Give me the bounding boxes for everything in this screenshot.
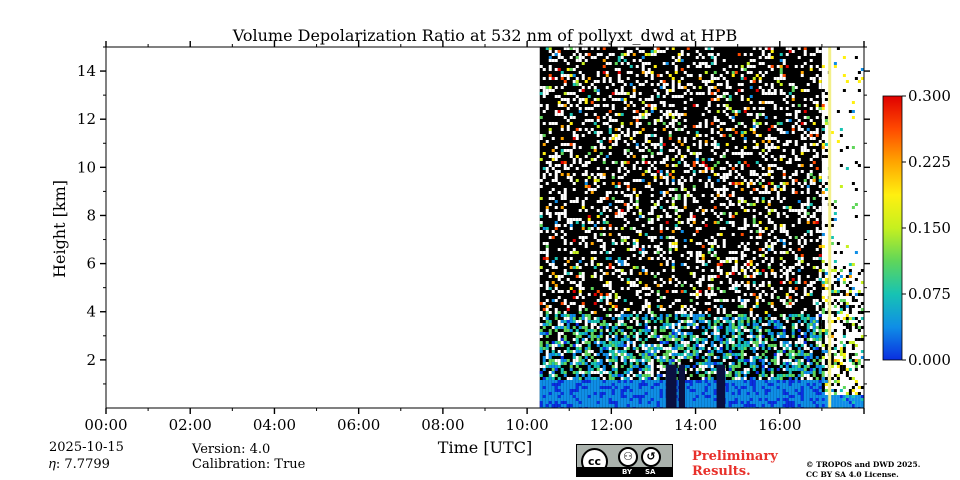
chart-title: Volume Depolarization Ratio at 532 nm of… (232, 26, 738, 45)
colorbar-tick-label: 0.225 (908, 153, 951, 171)
colorbar-tick-label: 0.300 (908, 87, 951, 105)
preliminary-label-2: Results. (692, 464, 751, 479)
colorbar-ticks: 0.300 0.225 0.150 0.075 0.000 (902, 87, 951, 369)
footer-version: Version: 4.0 (192, 442, 271, 457)
x-tick-label: 12:00 (590, 416, 633, 434)
x-axis-label: Time [UTC] (438, 438, 532, 457)
colorbar (882, 95, 903, 361)
cc-license-badge: cc ⚇ ↺ BY SA (576, 444, 673, 477)
copyright-line-2: CC BY SA 4.0 License. (806, 470, 899, 479)
cc-by-person-icon: ⚇ (618, 447, 638, 467)
x-tick-label: 14:00 (674, 416, 717, 434)
x-tick-label: 02:00 (169, 416, 212, 434)
heatmap-layer (539, 47, 864, 408)
cc-sa-label: SA (645, 468, 656, 476)
footer-eta: 𝜂: 7.7799 (49, 457, 110, 472)
colorbar-tick-label: 0.000 (908, 351, 951, 369)
copyright-line-1: © TROPOS and DWD 2025. (806, 460, 921, 469)
colorbar-tick-label: 0.150 (908, 219, 951, 237)
y-tick-label: 6 (86, 255, 96, 273)
x-tick-label: 16:00 (758, 416, 801, 434)
x-tick-label: 06:00 (337, 416, 380, 434)
y-tick-label: 2 (86, 351, 96, 369)
cc-sa-share-icon: ↺ (641, 447, 661, 467)
y-tick-label: 8 (86, 206, 96, 224)
x-tick-label: 08:00 (421, 416, 464, 434)
y-tick-label: 4 (86, 303, 96, 321)
colorbar-tick-label: 0.075 (908, 285, 951, 303)
x-tick-label: 00:00 (84, 416, 127, 434)
y-tick-label: 14 (77, 62, 96, 80)
x-tick-label: 10:00 (505, 416, 548, 434)
y-tick-label: 12 (77, 110, 96, 128)
cc-label-strip (577, 467, 672, 476)
y-axis-label: Height [km] (50, 180, 69, 278)
y-tick-label: 10 (77, 158, 96, 176)
y-axis: 2 4 6 8 10 12 14 (77, 46, 870, 385)
footer-calibration: Calibration: True (192, 457, 306, 472)
footer-date: 2025-10-15 (49, 440, 124, 455)
cc-by-label: BY (622, 468, 633, 476)
x-tick-label: 04:00 (253, 416, 296, 434)
x-axis: 00:00 02:00 04:00 06:00 08:00 10:00 12:00 14:00… (84, 41, 865, 434)
preliminary-label-1: Preliminary (692, 449, 778, 464)
